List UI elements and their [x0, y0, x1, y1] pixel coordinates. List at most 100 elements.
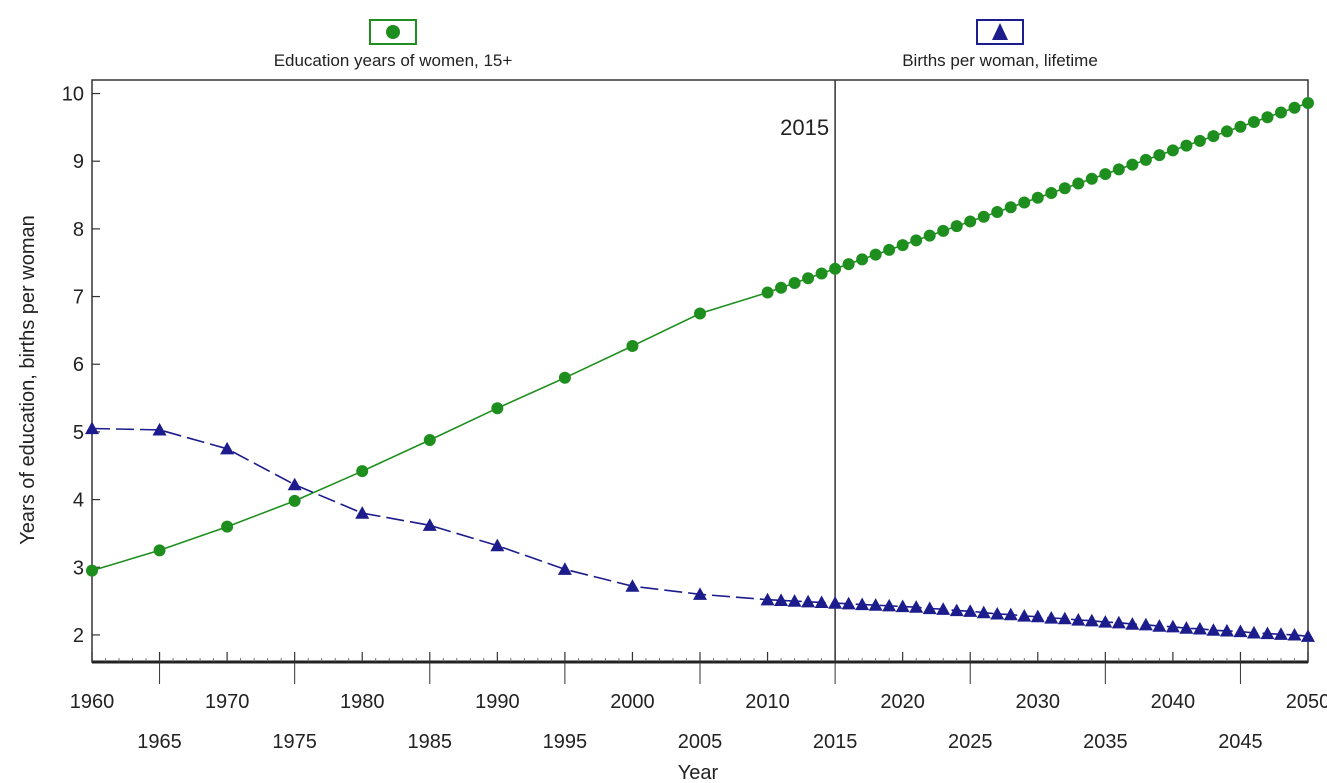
data-point-births [1179, 621, 1194, 634]
data-point-births [1084, 613, 1099, 627]
data-point-births [625, 579, 640, 592]
x-tick-label: 1990 [475, 691, 520, 713]
data-point-education [869, 248, 882, 261]
data-point-education [1302, 97, 1314, 110]
data-point-education [1126, 158, 1139, 171]
data-point-education [153, 544, 166, 557]
data-point-births [152, 422, 167, 436]
data-point-education [1099, 168, 1112, 181]
y-tick-label: 4 [73, 490, 84, 512]
data-point-births [1030, 609, 1045, 623]
data-point-education [856, 253, 869, 266]
data-point-births [1273, 627, 1288, 640]
legend-label: Education years of women, 15+ [274, 51, 513, 70]
data-point-births [1206, 623, 1221, 636]
legend-label: Births per woman, lifetime [902, 51, 1098, 70]
data-point-births [1260, 626, 1275, 640]
data-point-births [895, 599, 910, 613]
x-tick-label: 2025 [948, 731, 993, 753]
data-point-births [1287, 627, 1302, 641]
data-point-education [1234, 120, 1247, 133]
data-point-education [1220, 125, 1233, 138]
data-point-births [85, 421, 99, 435]
data-point-births [287, 477, 302, 491]
data-point-education [1274, 106, 1287, 119]
data-point-education [896, 239, 909, 252]
data-point-education [829, 262, 842, 275]
y-tick-label: 9 [73, 151, 84, 173]
x-tick-label: 2045 [1218, 731, 1263, 753]
data-point-births [1219, 623, 1234, 637]
data-point-births [1111, 615, 1126, 629]
x-tick-label: 1960 [70, 691, 115, 713]
data-point-education [626, 339, 639, 352]
data-point-births [693, 587, 707, 600]
y-tick-label: 6 [73, 354, 84, 376]
data-point-education [694, 307, 706, 320]
data-point-births [801, 594, 816, 608]
x-tick-label: 2040 [1151, 691, 1196, 713]
data-point-education [775, 281, 788, 294]
data-point-births [1003, 607, 1018, 621]
data-point-education [1288, 101, 1301, 114]
legend: Education years of women, 15+ Births per … [274, 19, 1098, 70]
data-point-education [991, 205, 1004, 218]
series-layer [85, 97, 1315, 642]
data-point-education [423, 434, 436, 447]
data-point-births [1246, 625, 1261, 639]
data-point-births [936, 602, 951, 615]
data-point-education [842, 258, 855, 271]
data-point-births [868, 598, 883, 611]
data-point-education [1018, 196, 1031, 209]
data-point-education [1058, 182, 1071, 195]
y-tick-label: 2 [73, 625, 84, 647]
data-point-births [1138, 617, 1153, 631]
data-point-education [883, 243, 896, 256]
x-tick-label: 2000 [610, 691, 655, 713]
data-point-education [923, 229, 936, 242]
data-point-education [1031, 191, 1044, 204]
data-point-education [802, 272, 815, 285]
y-tick-label: 7 [73, 287, 84, 309]
data-point-births [855, 597, 870, 611]
x-tick-label: 2050 [1286, 691, 1327, 713]
legend-circle-marker [386, 25, 400, 39]
data-point-education [491, 402, 504, 415]
x-tick-label: 1975 [272, 731, 317, 753]
data-point-education [1072, 177, 1085, 190]
data-point-births [1044, 611, 1059, 624]
x-tick-label: 1965 [137, 731, 182, 753]
x-tick-label: 2010 [745, 691, 790, 713]
data-point-education [1193, 134, 1206, 147]
data-point-education [356, 465, 369, 478]
data-point-education [1247, 115, 1260, 128]
x-axis-title: Year [678, 762, 719, 783]
data-point-births [1017, 608, 1032, 622]
x-tick-label: 2015 [813, 731, 858, 753]
data-point-births [990, 606, 1005, 620]
data-point-births [1301, 629, 1315, 642]
data-point-education [761, 286, 774, 299]
data-point-births [1071, 613, 1086, 626]
data-point-education [1045, 187, 1058, 200]
data-point-births [1192, 621, 1207, 635]
y-tick-label: 5 [73, 422, 84, 444]
legend-triangle-marker [992, 23, 1008, 40]
data-point-births [963, 604, 978, 617]
data-point-births [355, 506, 370, 519]
data-point-births [922, 601, 937, 615]
y-tick-label: 8 [73, 219, 84, 241]
series-line-births [91, 427, 1309, 638]
data-point-education [910, 234, 923, 247]
x-tick-label: 2020 [880, 691, 925, 713]
data-point-births [787, 594, 802, 607]
legend-item-births: Births per woman, lifetime [902, 19, 1098, 70]
data-point-education [977, 210, 990, 223]
data-point-births [1233, 624, 1248, 638]
data-point-births [882, 598, 897, 612]
series-line-education [91, 102, 1309, 572]
data-point-births [828, 596, 843, 609]
data-point-births [760, 592, 775, 606]
data-point-births [774, 593, 789, 607]
